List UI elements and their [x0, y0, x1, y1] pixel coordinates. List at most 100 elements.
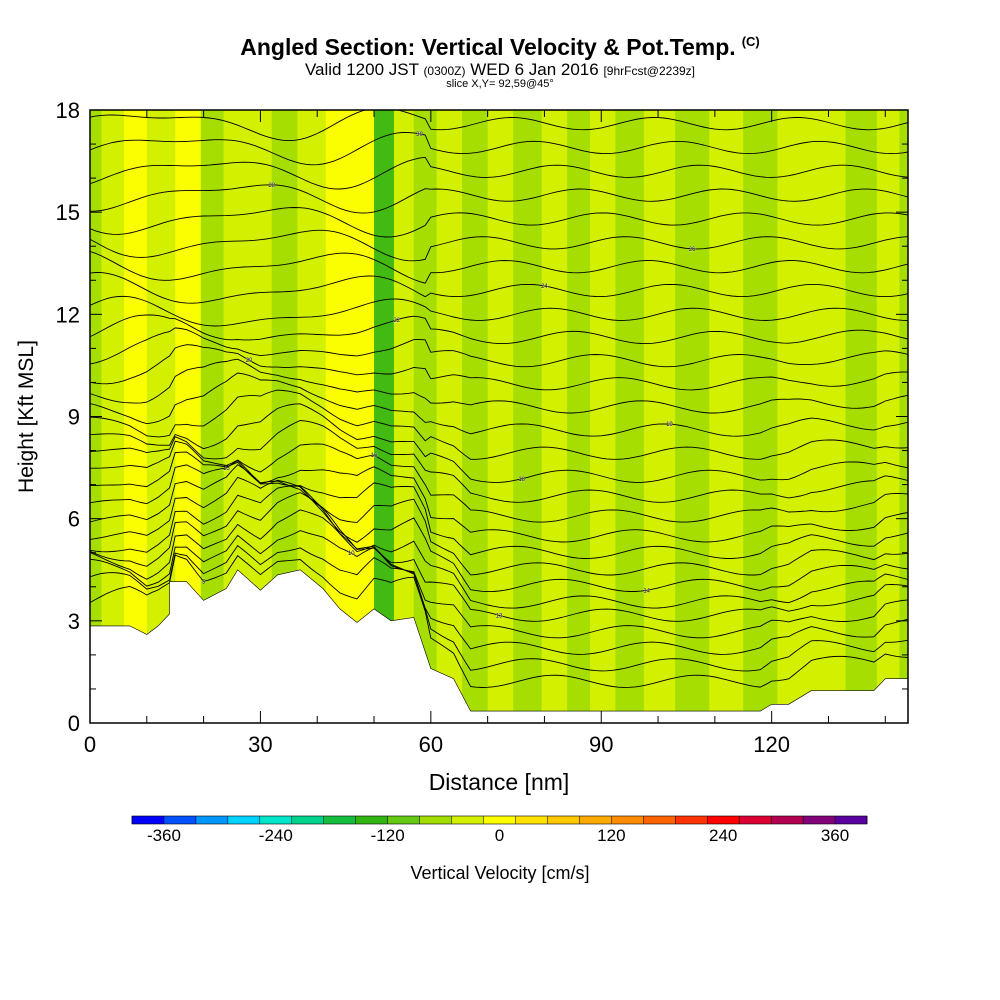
theta-contour-label: 19: [666, 422, 673, 428]
theta-contour-label: 5: [202, 579, 206, 585]
colorbar-swatch: [355, 816, 388, 824]
velocity-column: [436, 110, 463, 723]
colorbar-swatch: [387, 816, 420, 824]
colorbar-swatch: [163, 816, 197, 824]
colorbar-swatch: [195, 816, 229, 824]
colorbar-title: Vertical Velocity [cm/s]: [410, 863, 590, 883]
theta-contour-label: 28: [268, 183, 275, 189]
theta-contour-layer: 5 10 13 14 15 16 18 19 20 22 24 26 28 30: [90, 110, 908, 688]
theta-contour: [90, 509, 908, 639]
colorbar-tick-label: 360: [820, 826, 850, 845]
velocity-column: [811, 110, 847, 723]
colorbar-tick-label: 0: [494, 826, 505, 845]
velocity-column: [413, 110, 438, 723]
theta-contour: [90, 184, 908, 214]
valid-date: WED 6 Jan 2016: [470, 60, 599, 79]
velocity-column: [374, 110, 395, 723]
theta-contour-label: 18: [518, 477, 525, 483]
colorbar-swatch: [707, 816, 740, 824]
theta-contour: [90, 459, 908, 559]
chart-title-text: Angled Section: Vertical Velocity & Pot.…: [240, 34, 736, 60]
colorbar-swatch: [579, 816, 612, 824]
colorbar-swatch: [835, 816, 868, 824]
colorbar-swatch: [803, 816, 836, 824]
theta-contour-label: 20: [246, 358, 253, 364]
colorbar-swatch: [611, 816, 644, 824]
forecast-info: [9hrFcst@2239z]: [603, 64, 696, 78]
theta-contour-label: 14: [643, 588, 650, 594]
velocity-column: [541, 110, 568, 723]
theta-contour-label: 10: [348, 551, 355, 557]
velocity-column: [643, 110, 676, 723]
theta-contour-label: 24: [541, 284, 548, 290]
y-tick-label: 12: [56, 302, 80, 327]
y-tick-label: 9: [68, 405, 80, 430]
velocity-column: [567, 110, 591, 723]
theta-contour-label: 22: [393, 318, 400, 324]
colorbar-tick-label: -360: [146, 826, 181, 845]
colorbar-swatch: [451, 816, 484, 824]
theta-contour: [90, 314, 908, 345]
velocity-column: [845, 110, 878, 723]
theta-contour: [90, 403, 908, 483]
theta-contour: [90, 358, 908, 414]
velocity-column: [200, 110, 224, 723]
colorbar-swatch: [132, 816, 165, 824]
theta-contour: [90, 554, 908, 688]
theta-contour-label: 15: [223, 466, 230, 472]
velocity-column: [777, 110, 812, 723]
chart-title: Angled Section: Vertical Velocity & Pot.…: [0, 34, 1000, 61]
y-tick-label: 6: [68, 507, 80, 532]
theta-contour: [90, 207, 908, 238]
chart-subtitle: Valid 1200 JST (0300Z) WED 6 Jan 2016 [9…: [0, 60, 1000, 80]
colorbar-tick-label: -120: [370, 826, 405, 845]
theta-contour: [90, 132, 908, 166]
theta-contour: [90, 544, 908, 672]
theta-contour: [90, 492, 908, 622]
theta-contour: [90, 464, 908, 576]
x-tick-label: 30: [248, 732, 272, 757]
colorbar: [131, 815, 868, 825]
y-axis-label: Height [Kft MSL]: [15, 340, 38, 493]
zulu-time: (0300Z): [423, 64, 466, 78]
theta-contour: [90, 272, 908, 304]
y-tick-label: 0: [68, 711, 80, 736]
colorbar-tick-label: 240: [709, 826, 738, 845]
theta-contour: [90, 229, 908, 262]
theta-contour-label: 30: [416, 132, 423, 138]
colorbar-swatch: [483, 816, 516, 824]
colorbar-swatch: [739, 816, 772, 824]
x-axis-label: Distance [nm]: [429, 769, 570, 795]
valid-time: Valid 1200 JST: [304, 60, 419, 79]
velocity-column: [709, 110, 744, 723]
theta-contour-label: 26: [689, 247, 696, 253]
velocity-column: [743, 110, 778, 723]
colorbar-tick-label: 120: [597, 826, 626, 845]
colorbar-swatch: [227, 816, 261, 824]
theta-contour: [90, 156, 908, 190]
colorbar-swatch: [323, 816, 356, 824]
velocity-column: [615, 110, 645, 723]
colorbar-swatch: [291, 816, 325, 824]
colorbar-swatch: [259, 816, 293, 824]
slice-info: slice X,Y= 92,59@45°: [446, 78, 554, 90]
velocity-column: [589, 110, 616, 723]
theta-contour-label: 13: [496, 613, 503, 619]
velocity-column: [101, 110, 125, 723]
terrain-layer: [89, 569, 909, 724]
x-tick-label: 0: [84, 732, 96, 757]
colorbar-tick-label: -240: [258, 826, 293, 845]
x-tick-label: 60: [419, 732, 443, 757]
y-tick-label: 18: [56, 98, 80, 123]
theta-contour: [90, 389, 908, 460]
y-tick-label: 3: [68, 609, 80, 634]
colorbar-swatch: [547, 816, 580, 824]
colorbar-swatch: [515, 816, 548, 824]
velocity-column: [876, 110, 900, 723]
title-unit: (C): [741, 34, 760, 49]
x-tick-label: 120: [753, 732, 790, 757]
theta-contour: [90, 451, 908, 543]
theta-contour: [90, 420, 908, 503]
theta-contour: [90, 327, 908, 368]
axes-layer: 0 30 60 90 120 0 3 6 9 12 15 18 Distance [nm] Height …: [15, 98, 909, 795]
